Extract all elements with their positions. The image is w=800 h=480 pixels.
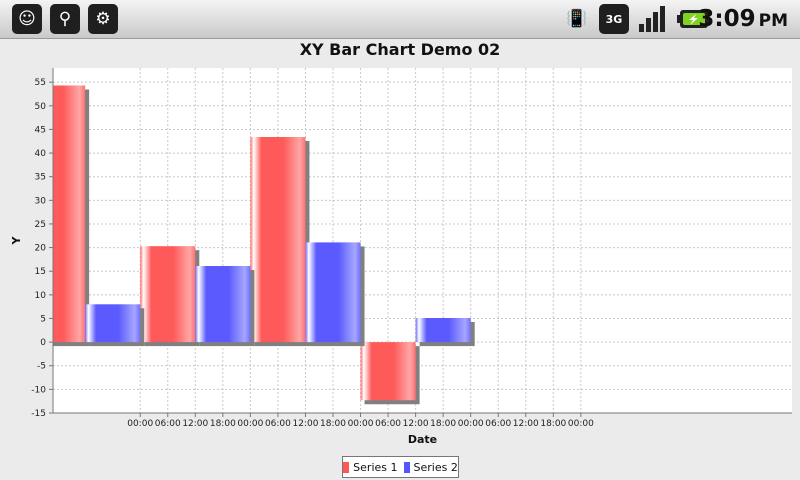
plot-background bbox=[53, 68, 792, 413]
clock: 3:09 PM bbox=[698, 6, 788, 32]
y-tick-label: 25 bbox=[35, 220, 46, 230]
bar-series-1 bbox=[360, 342, 416, 401]
y-tick-label: 55 bbox=[35, 78, 46, 88]
chat-icon: ☺ bbox=[12, 4, 42, 34]
bar-series-2 bbox=[85, 304, 141, 343]
data-3g-icon: 3G bbox=[599, 4, 629, 34]
y-tick-label: 45 bbox=[35, 125, 46, 135]
x-tick-label: 18:00 bbox=[210, 419, 236, 429]
battery-charging-icon bbox=[676, 4, 710, 34]
y-tick-label: -15 bbox=[31, 409, 46, 419]
bars-group bbox=[53, 85, 475, 405]
x-tick-label: 12:00 bbox=[403, 419, 429, 429]
legend-swatch-series-1 bbox=[343, 461, 350, 473]
x-tick-label: 12:00 bbox=[182, 419, 208, 429]
bar-series-2 bbox=[415, 318, 471, 343]
y-tick-label: 10 bbox=[35, 291, 47, 301]
x-tick-label: 12:00 bbox=[292, 419, 318, 429]
x-tick-label: 00:00 bbox=[127, 419, 153, 429]
y-tick-label: -10 bbox=[31, 385, 46, 395]
status-bar: ☺ ⚲ ⚙ 📳 3G 3:09 PM bbox=[0, 0, 800, 39]
x-tick-label: 00:00 bbox=[237, 419, 263, 429]
legend-swatch-series-2 bbox=[403, 461, 410, 473]
bar-series-2 bbox=[195, 266, 251, 343]
bar-series-1 bbox=[140, 246, 196, 343]
x-tick-label: 12:00 bbox=[513, 419, 539, 429]
signal-icon bbox=[637, 4, 667, 34]
android-icon: ⚙ bbox=[88, 4, 118, 34]
vibrate-icon: 📳 bbox=[566, 9, 588, 29]
x-tick-label: 06:00 bbox=[155, 419, 181, 429]
usb-icon: ⚲ bbox=[50, 4, 80, 34]
legend-item-series-1: Series 1 bbox=[343, 460, 398, 474]
y-tick-label: 20 bbox=[35, 244, 47, 254]
x-tick-label: 06:00 bbox=[265, 419, 291, 429]
x-tick-label: 18:00 bbox=[430, 419, 456, 429]
bar-series-1 bbox=[250, 137, 306, 343]
y-tick-label: 5 bbox=[40, 314, 46, 324]
bar-series-1 bbox=[53, 85, 86, 343]
legend-label-series-2: Series 2 bbox=[413, 460, 458, 474]
x-axis-label: Date bbox=[408, 433, 437, 446]
x-tick-label: 18:00 bbox=[540, 419, 566, 429]
y-tick-label: 0 bbox=[40, 338, 46, 348]
legend-label-series-1: Series 1 bbox=[353, 460, 398, 474]
y-tick-label: 15 bbox=[35, 267, 46, 277]
bar-series-2 bbox=[305, 242, 361, 343]
y-tick-label: 40 bbox=[35, 149, 47, 159]
y-tick-label: 50 bbox=[35, 102, 47, 112]
legend-item-series-2: Series 2 bbox=[403, 460, 458, 474]
x-tick-label: 18:00 bbox=[320, 419, 346, 429]
legend: Series 1 Series 2 bbox=[342, 456, 459, 478]
x-tick-label: 00:00 bbox=[458, 419, 484, 429]
y-axis-label: Y bbox=[10, 235, 23, 245]
y-tick-label: -5 bbox=[37, 362, 46, 372]
x-tick-label: 00:00 bbox=[348, 419, 374, 429]
y-tick-label: 35 bbox=[35, 173, 46, 183]
x-tick-label: 06:00 bbox=[485, 419, 511, 429]
x-tick-label: 00:00 bbox=[568, 419, 594, 429]
x-tick-label: 06:00 bbox=[375, 419, 401, 429]
chart-title: XY Bar Chart Demo 02 bbox=[299, 40, 501, 59]
y-tick-label: 30 bbox=[35, 196, 47, 206]
